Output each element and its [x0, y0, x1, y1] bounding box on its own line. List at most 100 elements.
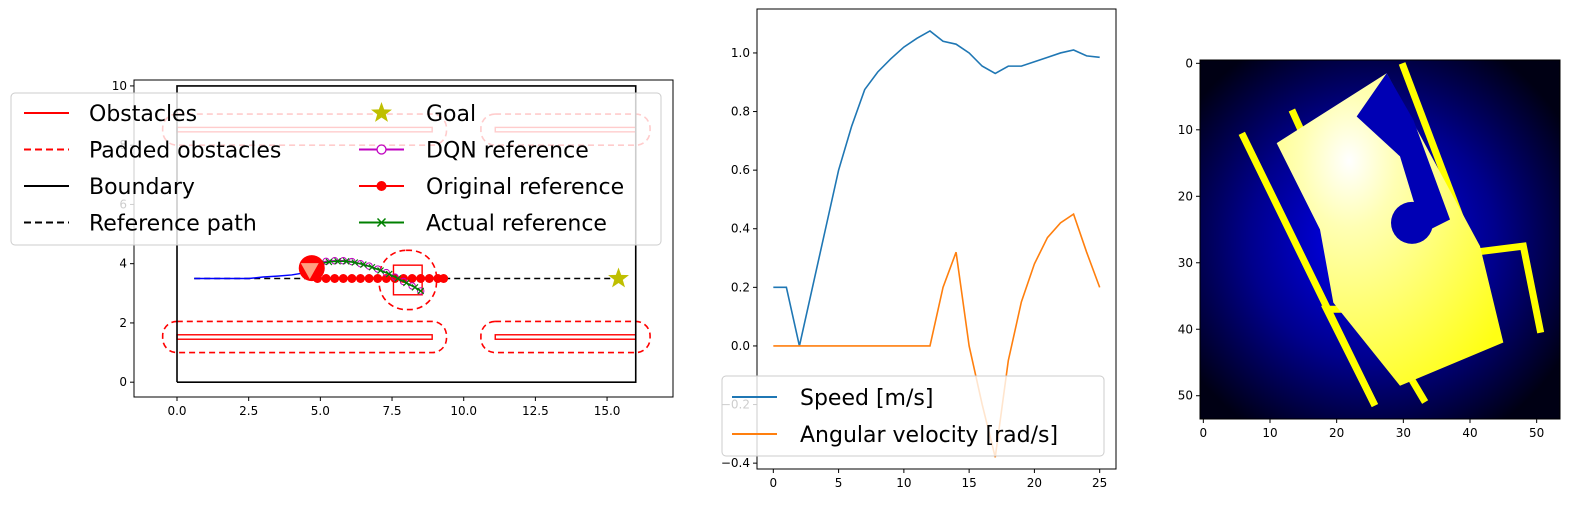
y-tick-label: 20: [1178, 189, 1193, 203]
legend-label: Obstacles: [89, 102, 197, 127]
x-tick-label: 20: [1027, 476, 1042, 490]
padded-obstacle: [161, 320, 448, 354]
legend-label: Original reference: [426, 175, 624, 200]
obstacle-band: [1356, 73, 1450, 233]
legend-label: Actual reference: [426, 212, 607, 237]
y-tick-label: 0.2: [731, 280, 750, 294]
y-tick-label: 2: [119, 316, 127, 330]
original-reference-point: [347, 273, 357, 283]
legend-label: Reference path: [89, 212, 257, 237]
original-reference-point: [330, 273, 340, 283]
actual-reference-point: [325, 258, 333, 266]
legend-marker: [376, 144, 387, 155]
y-tick-label: 0.6: [731, 163, 750, 177]
occupancy-image-panel: 0 10 20 30 40 50 0 10 20 30 40 50: [1178, 56, 1561, 440]
x-tick-label: 30: [1396, 426, 1411, 440]
actual-reference-point: [411, 283, 419, 291]
x-tick-label: 2.5: [239, 404, 258, 418]
actual-reference-point: [359, 261, 367, 268]
x-tick-label: 10: [896, 476, 911, 490]
original-reference-point: [416, 273, 426, 283]
original-reference-point: [364, 273, 374, 283]
legend: Speed [m/s] Angular velocity [rad/s]: [721, 375, 1105, 457]
original-reference-point: [381, 273, 391, 283]
actual-reference-point: [402, 279, 410, 287]
plot-area: [161, 85, 651, 383]
y-tick-label: 0.4: [731, 222, 750, 236]
original-reference-point: [373, 273, 383, 283]
obstacle: [494, 334, 637, 340]
x-tick-label: 15: [961, 476, 976, 490]
axes-frame: [1199, 59, 1561, 420]
y-tick-label: 0.0: [731, 339, 750, 353]
legend-label: DQN reference: [426, 139, 589, 164]
x-tick-label: 25: [1092, 476, 1107, 490]
legend-label: Padded obstacles: [89, 139, 281, 164]
original-reference-point: [424, 273, 434, 283]
wall-segment: [1466, 242, 1545, 334]
image-area: [1200, 60, 1560, 419]
y-tick-label: 0.8: [731, 105, 750, 119]
y-tick-label: −0.4: [721, 456, 750, 470]
map-panel: 0.02.55.07.510.012.515.00246810Obstacles…: [10, 79, 674, 418]
legend: Obstacles Goal Padded obstacles DQN referen…: [10, 92, 662, 246]
legend-label: Boundary: [89, 175, 195, 200]
actual-reference-point: [394, 275, 402, 282]
robot-heading-icon: [300, 263, 319, 280]
x-tick-label: 0.0: [167, 404, 186, 418]
legend-marker: [376, 181, 387, 191]
y-tick-label: 10: [112, 79, 127, 93]
goal-star-icon: [608, 267, 629, 288]
goal-star-icon: [371, 102, 392, 122]
series-line: [773, 212, 1101, 458]
actual-reference-point: [368, 263, 376, 271]
x-tick-label: 40: [1462, 426, 1477, 440]
actual-reference-point: [417, 287, 425, 295]
original-reference-point: [321, 273, 331, 283]
legend-handle: [359, 144, 404, 155]
y-tick-label: 0: [1185, 56, 1193, 70]
x-tick-label: 7.5: [382, 404, 401, 418]
x-tick-label: 12.5: [522, 404, 549, 418]
x-tick-label: 15.0: [594, 404, 621, 418]
legend-frame: [10, 92, 662, 246]
robot-trajectory: [194, 268, 315, 280]
legend-handle: [359, 217, 404, 228]
original-reference-point: [355, 273, 365, 283]
x-tick-label: 0: [769, 476, 777, 490]
y-tick-label: 10: [1178, 123, 1193, 137]
legend-handle: [359, 181, 404, 191]
actual-reference-point: [385, 270, 393, 278]
legend-label: Goal: [426, 102, 476, 127]
axes-frame: [756, 8, 1117, 470]
y-tick-label: 4: [119, 257, 127, 271]
x-tick-label: 10.0: [450, 404, 477, 418]
legend-marker: [376, 217, 387, 228]
original-reference-point: [439, 273, 449, 283]
y-tick-label: 0: [119, 375, 127, 389]
original-reference-point: [407, 273, 417, 283]
y-tick-label: 40: [1178, 322, 1193, 336]
y-tick-label: 30: [1178, 256, 1193, 270]
velocity-panel: 0510152025−0.4−0.20.00.20.40.60.81.0Spee…: [721, 8, 1117, 490]
x-tick-label: 10: [1262, 426, 1277, 440]
x-tick-label: 0: [1200, 426, 1208, 440]
series-line: [773, 30, 1100, 347]
plot-area: [773, 30, 1101, 458]
x-tick-label: 5.0: [311, 404, 330, 418]
actual-reference-point: [377, 267, 384, 274]
legend-label: Speed [m/s]: [800, 386, 933, 411]
free-space-region: [1276, 73, 1504, 386]
original-reference-point: [338, 273, 348, 283]
padded-obstacle: [480, 320, 651, 354]
dqn-reference-point: [417, 287, 425, 295]
y-tick-label: 1.0: [731, 46, 750, 60]
obstacle: [176, 334, 433, 340]
actual-reference-point: [334, 257, 341, 265]
y-tick-label: 50: [1178, 389, 1193, 403]
legend-frame: [721, 375, 1105, 457]
actual-reference-point: [342, 257, 350, 265]
actual-reference-point: [351, 259, 359, 266]
x-tick-label: 5: [835, 476, 843, 490]
